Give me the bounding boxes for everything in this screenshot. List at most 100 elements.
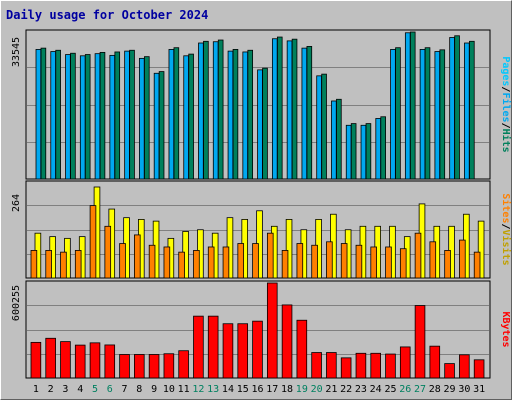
panel-2-bar-kbytes-22	[340, 357, 352, 379]
panel-1-bar-sites-2	[45, 250, 52, 279]
panel-1-bar-sites-5	[89, 205, 97, 279]
panel-0-bar-hits-11	[188, 53, 194, 180]
panel-0-bar-hits-1	[40, 47, 47, 180]
panel-0-bar-hits-25	[395, 47, 401, 180]
panel-0-legend-part-4: Hits	[500, 129, 512, 153]
panel-2-ymax-label: 600255	[11, 285, 22, 321]
panel-0-bar-files-24	[375, 118, 381, 180]
day-tick-label-4: 4	[77, 384, 83, 395]
panel-2-bar-kbytes-17	[266, 282, 278, 379]
panel-0-bar-files-17	[271, 38, 278, 180]
panel-0-bar-hits-26	[409, 31, 416, 180]
panel-0-bar-hits-21	[336, 98, 342, 180]
panel-1-bar-sites-23	[355, 244, 363, 279]
panel-0-bar-files-9	[153, 72, 160, 180]
day-tick-label-19: 19	[296, 384, 308, 395]
day-tick-label-10: 10	[163, 384, 175, 395]
panel-2-bar-kbytes-29	[444, 363, 455, 379]
panel-1-bar-sites-28	[429, 241, 437, 279]
panel-0-bar-files-6	[109, 54, 116, 180]
panel-0-bar-hits-4	[84, 54, 91, 180]
day-tick-label-14: 14	[222, 384, 234, 395]
panel-0-bar-files-1	[35, 49, 42, 180]
panel-2-bar-kbytes-3	[60, 341, 71, 379]
panel-2-bar-kbytes-1	[30, 341, 42, 379]
panel-1-bar-sites-31	[473, 251, 481, 279]
day-tick-label-7: 7	[122, 384, 128, 395]
panel-1-bar-sites-16	[252, 243, 259, 279]
panel-2-bar-kbytes-4	[74, 344, 86, 379]
panel-1-bar-sites-10	[163, 246, 171, 279]
panel-1-bar-sites-17	[266, 232, 274, 279]
panel-0-bar-hits-14	[232, 49, 239, 180]
chart-title: Daily usage for October 2024	[6, 8, 208, 22]
day-tick-label-8: 8	[136, 384, 142, 395]
panel-0-bar-files-16	[257, 69, 263, 180]
panel-0-bar-hits-22	[350, 123, 357, 180]
panel-1-legend-part-0: Sites	[500, 193, 512, 223]
panel-0-bar-files-12	[198, 42, 204, 180]
panel-1-bar-sites-8	[134, 234, 141, 279]
panel-0-bar-hits-23	[365, 123, 372, 180]
panel-1-bar-sites-14	[222, 246, 230, 279]
panel-2-bar-kbytes-14	[222, 323, 234, 379]
panel-2-bar-kbytes-27	[414, 305, 426, 379]
panel-1-bar-sites-1	[30, 250, 38, 279]
panel-1-bar-sites-13	[207, 246, 215, 279]
panel-1-bar-sites-20	[311, 244, 318, 279]
panel-0-bar-files-18	[286, 40, 293, 180]
day-tick-label-24: 24	[370, 384, 382, 395]
panel-1-bar-sites-21	[326, 241, 333, 279]
day-tick-label-1: 1	[33, 384, 39, 395]
day-tick-label-23: 23	[355, 384, 367, 395]
panel-0-bar-hits-19	[306, 46, 313, 180]
day-tick-label-30: 30	[458, 384, 470, 395]
panel-1-bar-sites-6	[104, 225, 112, 279]
day-tick-label-26: 26	[399, 384, 411, 395]
panel-0-bar-hits-28	[439, 49, 446, 180]
panel-2-bar-kbytes-12	[193, 315, 204, 379]
panel-0-legend-part-3: /	[500, 123, 511, 129]
panel-0-bar-hits-29	[454, 35, 460, 180]
day-tick-label-25: 25	[384, 384, 396, 395]
panel-0-bar-files-21	[331, 100, 337, 180]
panel-1-legend-part-1: /	[500, 223, 511, 229]
panel-0-bar-files-25	[390, 49, 396, 180]
panel-2-bar-kbytes-6	[104, 344, 116, 379]
panel-0-bar-hits-30	[469, 40, 475, 180]
day-tick-label-2: 2	[48, 384, 54, 395]
day-tick-label-20: 20	[311, 384, 323, 395]
panel-1-bar-sites-12	[193, 250, 200, 279]
day-tick-label-27: 27	[414, 384, 426, 395]
panel-0-bar-files-29	[449, 37, 455, 180]
day-tick-label-11: 11	[178, 384, 190, 395]
panel-0-bar-files-4	[79, 55, 86, 180]
panel-0-bar-hits-2	[55, 49, 61, 180]
panel-2-bar-kbytes-31	[473, 359, 485, 379]
panel-2-bar-kbytes-5	[89, 342, 101, 379]
panel-2-axis-legend: KBytes	[500, 311, 511, 347]
day-tick-label-21: 21	[325, 384, 337, 395]
panel-0-bar-hits-5	[99, 51, 106, 180]
panel-1-legend-part-2: Visits	[500, 230, 512, 266]
day-tick-label-13: 13	[207, 384, 219, 395]
panel-0-bar-files-15	[242, 51, 249, 180]
panel-1-bar-sites-24	[370, 246, 377, 279]
day-tick-label-9: 9	[151, 384, 157, 395]
panel-0-bar-hits-18	[291, 38, 298, 180]
day-tick-label-29: 29	[444, 384, 456, 395]
panel-0-bar-files-10	[168, 49, 175, 180]
panel-0-bar-hits-9	[158, 71, 165, 180]
panel-0-bar-files-28	[434, 51, 441, 180]
panel-0-bar-hits-3	[70, 52, 76, 180]
panel-0-bar-files-8	[139, 57, 145, 180]
panel-0-bar-files-5	[94, 53, 101, 180]
panel-1-bar-sites-19	[296, 243, 304, 279]
panel-0-bar-hits-16	[262, 67, 268, 180]
panel-0-bar-files-27	[419, 49, 426, 180]
panel-1-bar-sites-7	[119, 243, 126, 279]
panel-0-bar-hits-24	[380, 116, 386, 180]
panel-2-bar-kbytes-23	[355, 352, 367, 379]
panel-1-bar-sites-30	[459, 239, 466, 279]
